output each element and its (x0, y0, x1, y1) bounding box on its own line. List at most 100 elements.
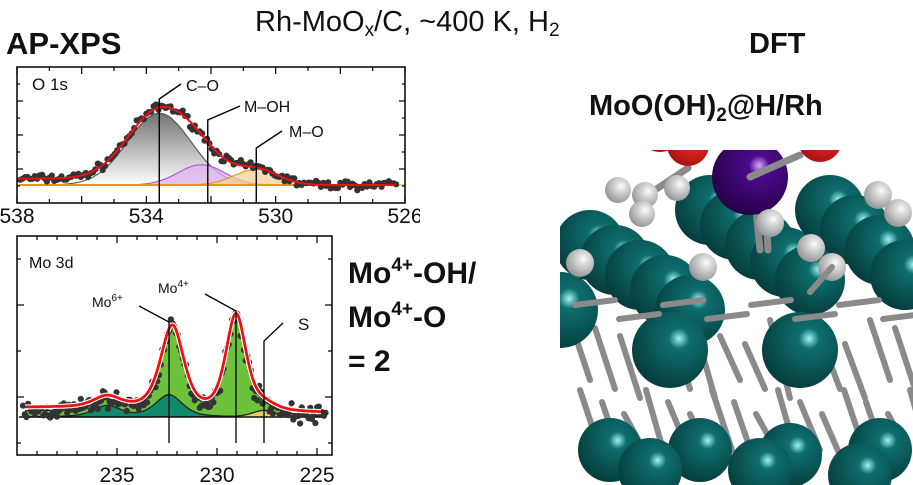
data-point (104, 405, 112, 412)
annotation-label: M–O (289, 124, 324, 141)
h-atom (884, 199, 912, 227)
rh-atom (618, 438, 682, 485)
bond-stick (660, 297, 706, 308)
data-point (48, 172, 55, 179)
data-point (315, 403, 322, 410)
data-point (308, 415, 316, 423)
figure-title: Rh-MoOx/C, ~400 K, H2 (255, 6, 560, 41)
x-tick-label: 526 (387, 205, 420, 228)
ratio-text: -O (413, 301, 447, 334)
bond-stick (717, 333, 743, 383)
annotation-superscript: 4+ (177, 279, 189, 290)
h-atom (797, 234, 825, 262)
plot-frame (16, 235, 333, 456)
data-point (344, 178, 351, 185)
data-point (94, 405, 101, 412)
component-fill (17, 164, 405, 185)
title-text: Rh-MoO (255, 6, 365, 38)
rh-atom (560, 272, 598, 348)
bond-stick (892, 325, 913, 392)
data-point (322, 409, 329, 416)
mo3d-xps-chart: Mo6+ Mo4+ S 235 230 225 Mo 3d (16, 235, 335, 485)
data-point (206, 403, 214, 410)
panel-title: O 1s (32, 75, 68, 94)
ratio-sup: 4+ (391, 299, 413, 320)
component-fill (17, 113, 405, 185)
rh-atom (828, 443, 892, 485)
bond-stick (616, 311, 662, 322)
data-point (53, 413, 61, 420)
x-tick-label: 230 (199, 464, 234, 485)
data-point (297, 420, 304, 427)
ratio-annotation: Mo4+-OH/ Mo4+-O = 2 (348, 252, 476, 384)
h-atom (629, 201, 655, 227)
ratio-line-3: = 2 (348, 345, 391, 378)
annotation-label: S (298, 315, 309, 334)
x-tick-label: 235 (99, 464, 134, 485)
data-point (254, 397, 261, 404)
title-text-suffix: /C, ~400 K, H (374, 6, 549, 38)
rh-atom (728, 438, 792, 485)
annotation-leader (255, 130, 283, 203)
bond-stick (836, 297, 882, 308)
data-point (144, 399, 151, 406)
data-point (291, 175, 298, 182)
formula-subscript: 2 (716, 105, 727, 126)
o-atom (667, 150, 709, 166)
data-point (288, 400, 295, 407)
rh-atom (668, 418, 732, 482)
annotation-leader (263, 322, 284, 443)
annotation-label: Mo6+ (92, 293, 123, 310)
data-point (285, 412, 292, 419)
h-atom (605, 177, 631, 203)
data-point (312, 420, 319, 427)
data-point (295, 412, 302, 419)
annotation-leader (207, 105, 241, 203)
bond-stick (572, 297, 618, 308)
data-point (77, 395, 84, 403)
fit-envelope (17, 105, 396, 186)
formula-text: MoO(OH) (589, 90, 717, 122)
bond-stick (807, 264, 835, 295)
data-point (123, 407, 130, 414)
h-atom (756, 209, 784, 237)
o1s-xps-chart: C–O M–OH M–O 538 534 530 526 O 1s (0, 66, 420, 228)
data-point (325, 179, 332, 186)
data-point (152, 101, 160, 108)
o-atom (650, 150, 670, 152)
dft-label: DFT (749, 28, 806, 60)
bond-stick (592, 325, 618, 392)
data-point (113, 389, 120, 396)
ratio-text: Mo (348, 301, 392, 334)
data-point (217, 387, 224, 394)
dft-structure-render (560, 150, 913, 485)
s-component-fill (25, 410, 321, 417)
dft-formula: MoO(OH)2@H/Rh (589, 90, 823, 126)
h-atom (566, 249, 594, 277)
ratio-text: Mo (348, 257, 392, 290)
annotation-leader (138, 305, 170, 443)
x-tick-label: 530 (258, 205, 293, 228)
ratio-line-1: Mo4+-OH/ (348, 252, 476, 296)
panel-title: Mo 3d (29, 255, 73, 272)
ratio-line-2: Mo4+-O (348, 296, 476, 340)
x-tick-label: 538 (0, 205, 35, 228)
annotation-superscript: 6+ (111, 293, 123, 304)
formula-suffix: @H/Rh (726, 90, 823, 122)
data-point (334, 185, 341, 192)
bond-stick (704, 311, 750, 322)
data-point (210, 399, 217, 406)
bond-stick (748, 297, 794, 308)
title-subscript-2: 2 (548, 20, 560, 41)
bond-stick (842, 341, 868, 401)
data-point (247, 159, 254, 166)
x-tick-label: 225 (299, 464, 334, 485)
ratio-text: -OH/ (413, 257, 477, 290)
title-subscript: x (364, 20, 375, 41)
bond-stick (617, 333, 643, 401)
data-point (19, 402, 27, 409)
o-atom (800, 150, 840, 162)
annotation-leader (204, 293, 237, 443)
data-point (269, 410, 276, 417)
data-point (23, 413, 30, 421)
